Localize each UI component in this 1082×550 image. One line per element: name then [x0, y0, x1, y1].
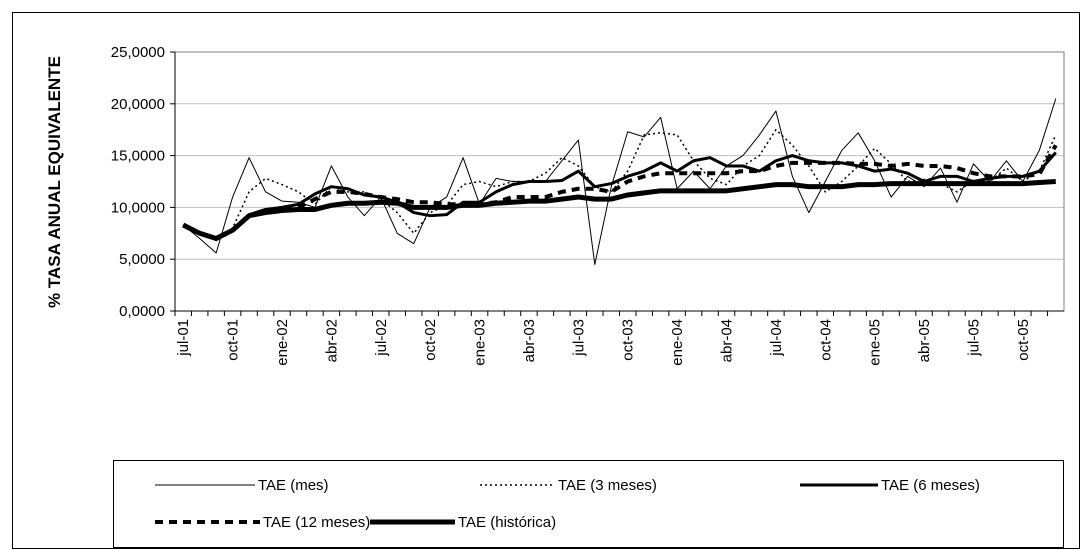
legend-label: TAE (mes): [258, 477, 329, 494]
x-tick-label: abr-02: [323, 319, 340, 362]
y-tick-label: 15,0000: [111, 148, 165, 165]
y-tick-label: 10,0000: [111, 199, 165, 216]
legend-label: TAE (12 meses): [263, 514, 370, 531]
x-tick-label: jul-05: [965, 319, 982, 357]
x-tick-label: jul-02: [373, 319, 390, 357]
legend-label: TAE (6 meses): [881, 477, 980, 494]
x-tick-label: jul-03: [570, 319, 587, 357]
x-tick-label: oct-02: [422, 319, 439, 361]
x-tick-label: abr-05: [916, 319, 933, 362]
x-tick-label: oct-05: [1015, 319, 1032, 361]
y-axis-title: % TASA ANUAL EQUIVALENTE: [45, 56, 64, 308]
x-tick-label: jul-04: [768, 319, 785, 357]
series-line: [182, 179, 1056, 241]
series-line: [182, 98, 1057, 265]
y-tick-label: 25,0000: [111, 44, 165, 61]
legend-label: TAE (histórica): [458, 514, 556, 531]
x-tick-label: ene-02: [274, 319, 291, 366]
x-tick-label: oct-04: [817, 319, 834, 361]
x-tick-label: ene-03: [472, 319, 489, 366]
y-tick-label: 0,0000: [119, 303, 165, 320]
x-tick-label: abr-04: [719, 319, 736, 362]
y-tick-label: 5,0000: [119, 251, 165, 268]
legend-label: TAE (3 meses): [558, 477, 657, 494]
x-tick-label: jul-01: [175, 319, 192, 357]
y-tick-label: 20,0000: [111, 96, 165, 113]
chart-border: [12, 12, 1080, 549]
x-tick-label: abr-03: [521, 319, 538, 362]
x-tick-label: ene-05: [867, 319, 884, 366]
x-tick-label: ene-04: [669, 319, 686, 366]
series-line: [182, 151, 1057, 240]
x-tick-label: oct-01: [225, 319, 242, 361]
x-tick-label: oct-03: [620, 319, 637, 361]
legend-box: [113, 460, 1064, 548]
series-line: [182, 144, 1058, 241]
